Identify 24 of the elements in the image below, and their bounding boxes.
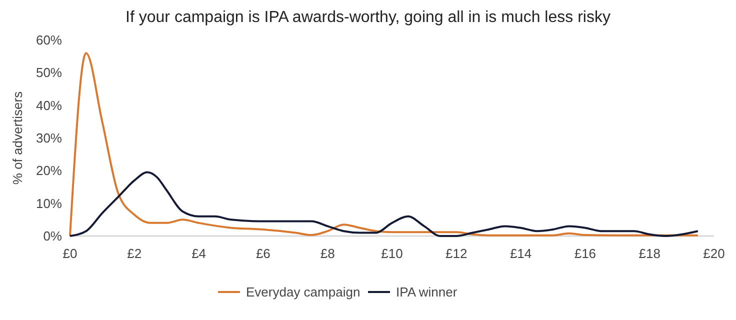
x-tick-label: £18	[638, 246, 660, 261]
x-tick-label: £0	[62, 246, 78, 261]
x-tick-label: £4	[192, 246, 206, 261]
x-tick-label: £2	[127, 246, 142, 261]
y-tick-label: 10%	[36, 196, 62, 211]
chart-title: If your campaign is IPA awards-worthy, going all in is much less risky	[126, 9, 610, 26]
x-tick-label: £8	[320, 246, 335, 261]
y-tick-label: 60%	[36, 32, 62, 48]
x-tick-label: £12	[446, 246, 468, 261]
x-tick-label: £14	[510, 246, 532, 261]
y-tick-label: 40%	[36, 98, 62, 113]
legend-label: Everyday campaign	[246, 284, 360, 300]
y-tick-label: 20%	[36, 163, 62, 178]
y-tick-label: 50%	[36, 65, 62, 80]
y-axis-title: % of advertisers	[10, 90, 25, 185]
line-series	[69, 171, 699, 237]
x-tick-label: £6	[256, 246, 270, 261]
y-tick-label: 0%	[43, 228, 62, 244]
line-series	[69, 52, 699, 237]
x-tick-label: £10	[381, 246, 403, 261]
x-tick-label: £16	[574, 246, 596, 261]
legend-label: IPA winner	[396, 284, 458, 300]
y-tick-label: 30%	[36, 130, 62, 146]
x-tick-label: £20	[703, 246, 725, 261]
